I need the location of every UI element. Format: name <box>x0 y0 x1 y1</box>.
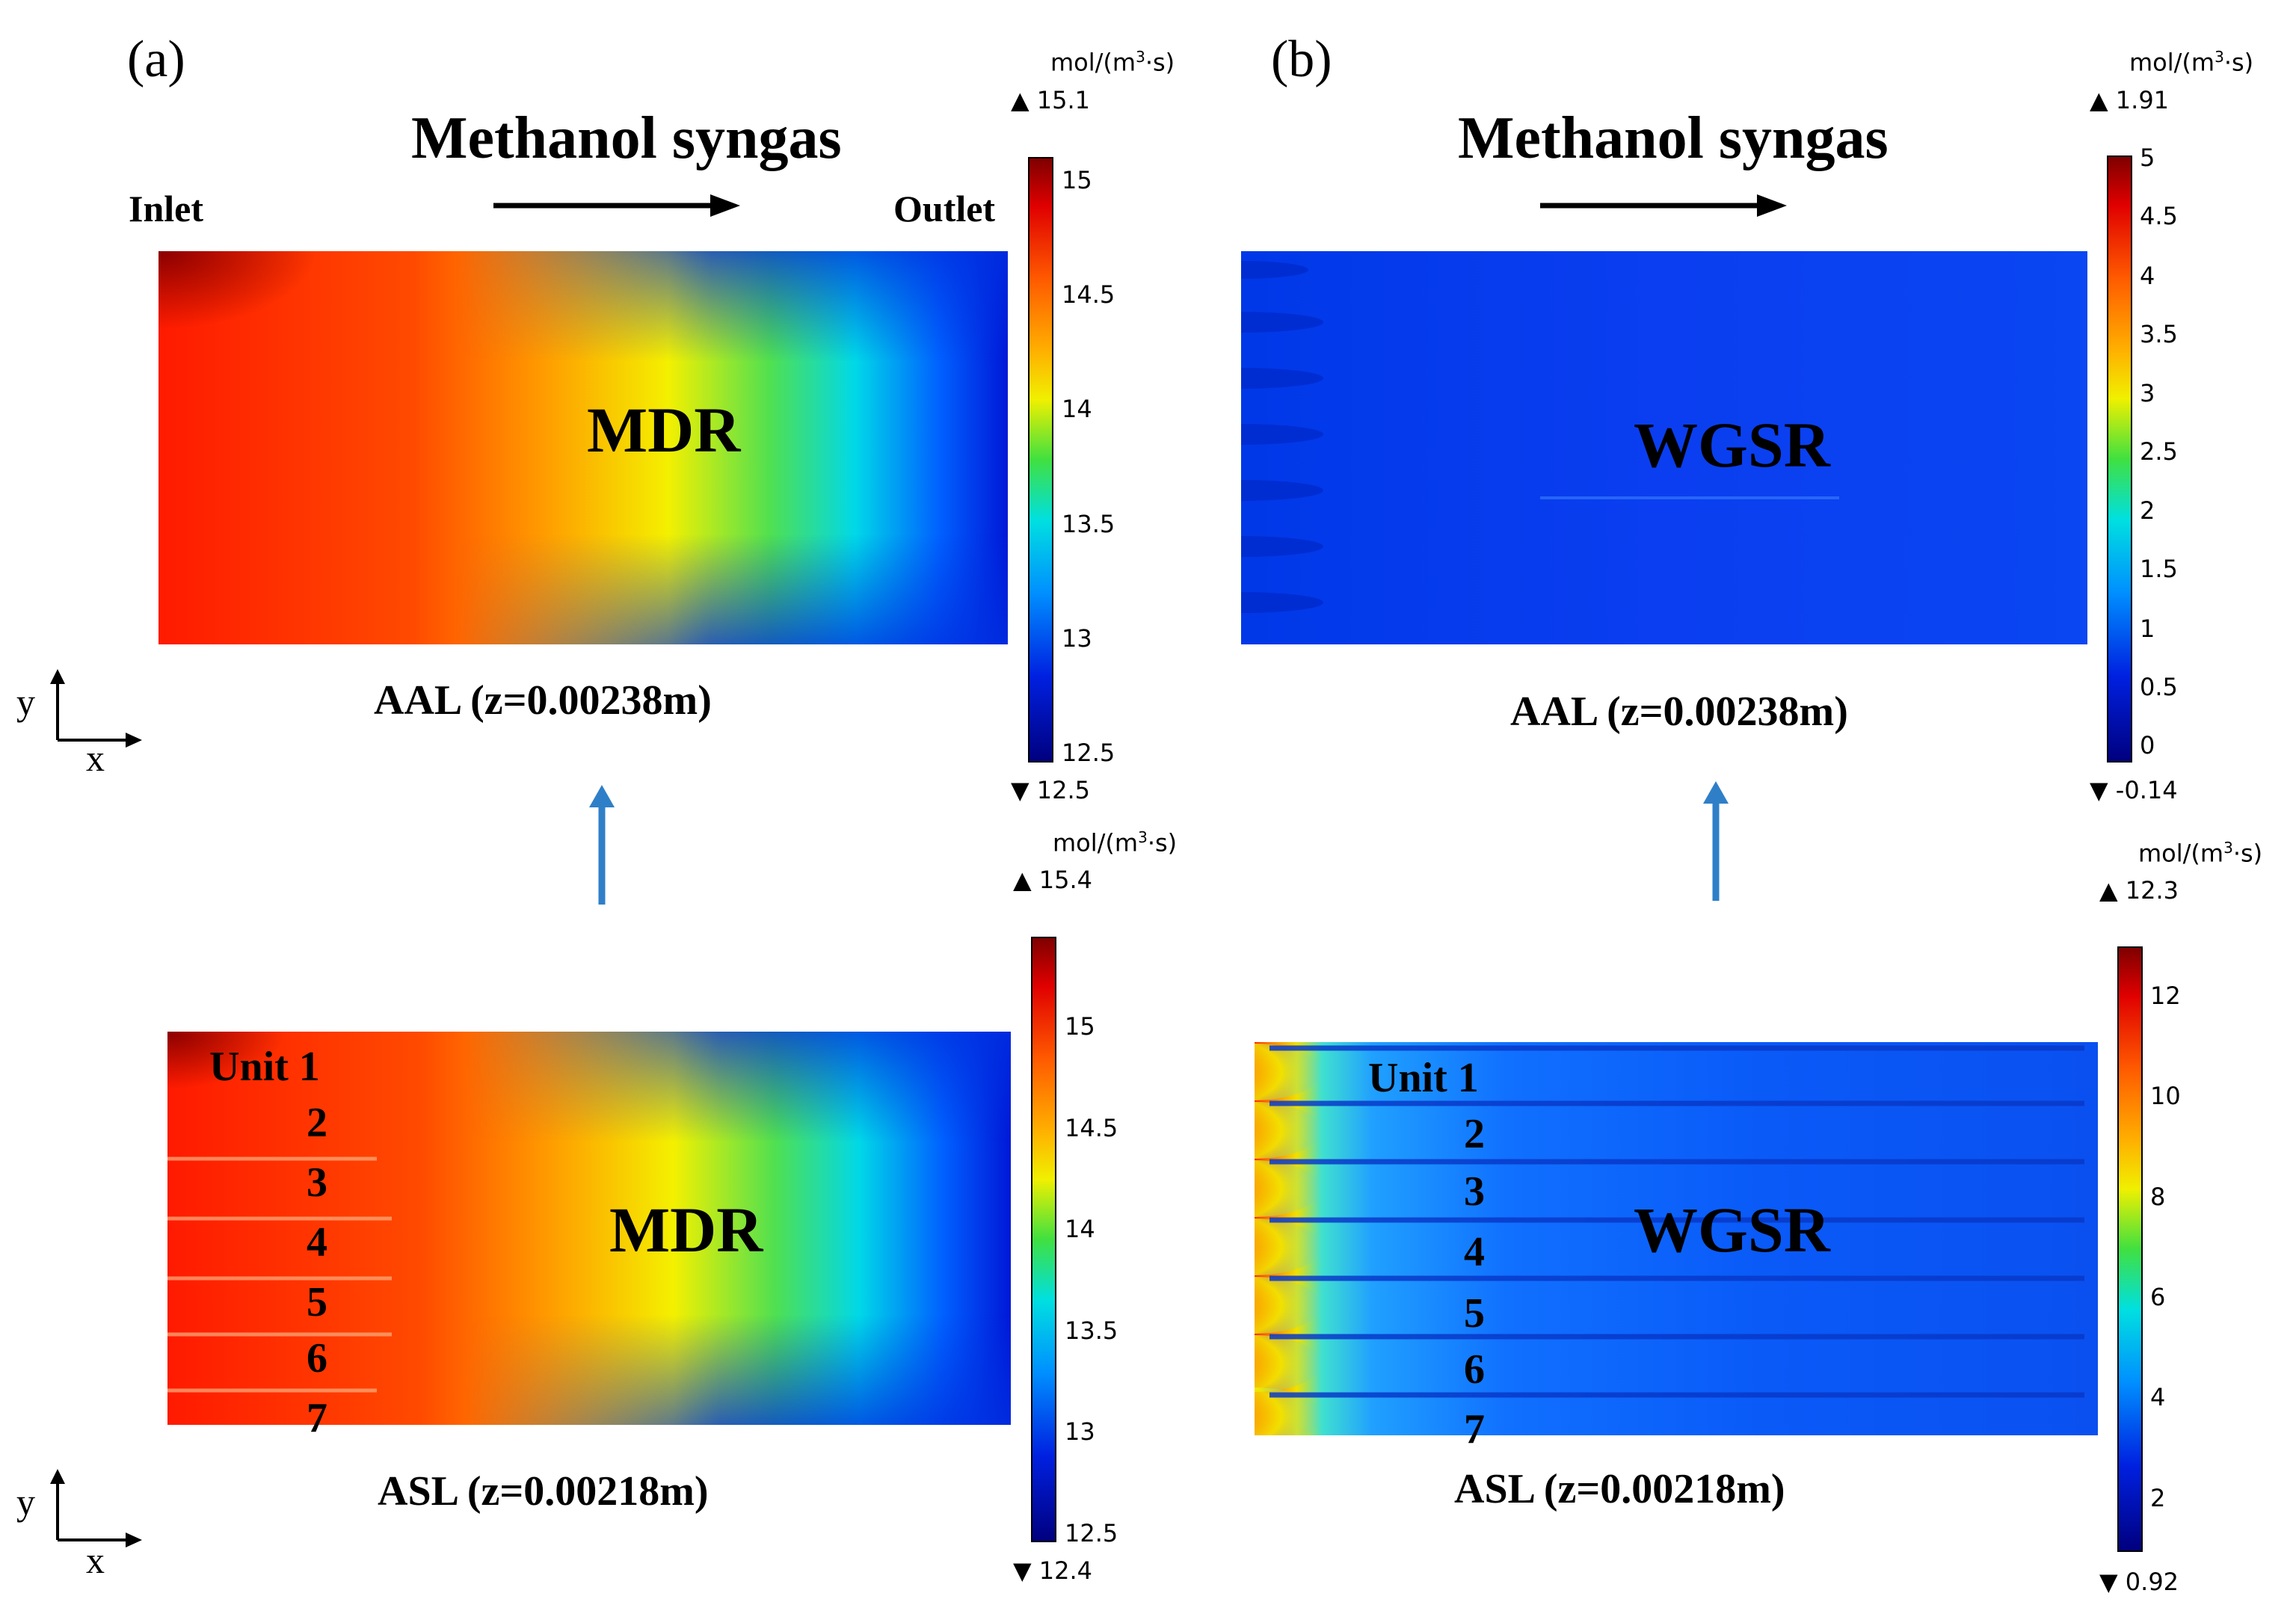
title-a: Methanol syngas <box>411 105 842 171</box>
tick: 5 <box>2140 144 2155 172</box>
colorbar-b-bottom <box>2117 946 2143 1552</box>
y-axis-label: y <box>16 1481 35 1523</box>
tick: 3 <box>2140 379 2155 407</box>
tick: 15 <box>1062 166 1092 194</box>
wgsr-aal-contour <box>1241 251 2087 644</box>
tick: 12.5 <box>1062 739 1115 767</box>
colorbar-max-a-top: ▲ 15.1 <box>1011 86 1091 114</box>
unit-label-a-4: 4 <box>307 1219 327 1266</box>
mdr-label-bottom: MDR <box>609 1194 763 1266</box>
wgsr-label-top: WGSR <box>1634 409 1830 481</box>
colorbar-max-b-bottom: ▲ 12.3 <box>2099 876 2179 905</box>
mdr-asl-contour <box>167 1032 1011 1425</box>
up-arrow-a <box>589 785 615 905</box>
flow-arrow-b <box>1540 194 1787 217</box>
tick: 1.5 <box>2140 555 2178 583</box>
tick: 13.5 <box>1062 510 1115 538</box>
colorbar-a-top <box>1028 157 1053 763</box>
flow-arrow-a <box>493 194 740 217</box>
unit-label-a-7: 7 <box>307 1395 327 1441</box>
colorbar-a-bottom <box>1031 937 1056 1542</box>
tick: 14.5 <box>1062 280 1115 309</box>
tick: 13.5 <box>1065 1316 1118 1345</box>
x-axis-label: x <box>86 737 105 779</box>
tick: 13 <box>1062 624 1092 653</box>
xy-axes-icon <box>50 669 142 748</box>
colorbar-min-b-bottom: ▼ 0.92 <box>2099 1568 2179 1596</box>
unit-label-b-3: 3 <box>1464 1168 1485 1215</box>
tick: 6 <box>2150 1283 2166 1311</box>
tick: 14.5 <box>1065 1114 1118 1142</box>
caption-aal-a: AAL (z=0.00238m) <box>374 677 712 724</box>
outlet-label: Outlet <box>893 188 996 230</box>
tick: 1 <box>2140 614 2155 643</box>
colorbar-b-top <box>2107 155 2132 763</box>
unit-label-a-2: 2 <box>307 1100 327 1146</box>
tick: 4 <box>2150 1383 2166 1411</box>
colorbar-unit-a-bottom: mol/(m3·s) <box>1053 828 1178 857</box>
tick: 2 <box>2150 1484 2166 1512</box>
tick: 0.5 <box>2140 673 2178 701</box>
inlet-label: Inlet <box>129 188 203 230</box>
caption-asl-a: ASL (z=0.00218m) <box>378 1468 709 1515</box>
up-arrow-b <box>1703 781 1729 901</box>
tick: 4 <box>2140 262 2155 290</box>
caption-aal-b: AAL (z=0.00238m) <box>1510 689 1848 735</box>
tick: 12 <box>2150 982 2181 1010</box>
x-axis-label: x <box>86 1539 105 1581</box>
unit-label-a-5: 5 <box>307 1279 327 1325</box>
wgsr-label-bottom: WGSR <box>1634 1194 1830 1266</box>
tick: 4.5 <box>2140 202 2178 230</box>
unit-label-a-1: Unit 1 <box>209 1044 320 1090</box>
xy-axes-icon <box>50 1469 142 1547</box>
tick: 2.5 <box>2140 437 2178 466</box>
unit-label-b-5: 5 <box>1464 1290 1485 1337</box>
panel-label-b: (b) <box>1271 31 1332 88</box>
colorbar-unit-a-top: mol/(m3·s) <box>1050 48 1175 77</box>
tick: 13 <box>1065 1417 1095 1446</box>
colorbar-unit-b-top: mol/(m3·s) <box>2129 48 2254 77</box>
tick: 15 <box>1065 1012 1095 1041</box>
tick: 2 <box>2140 496 2155 525</box>
unit-label-b-2: 2 <box>1464 1111 1485 1157</box>
tick: 3.5 <box>2140 320 2178 348</box>
colorbar-max-b-top: ▲ 1.91 <box>2090 86 2170 114</box>
wgsr-asl-contour <box>1255 1042 2098 1435</box>
unit-label-a-6: 6 <box>307 1335 327 1381</box>
tick: 12.5 <box>1065 1519 1118 1547</box>
unit-label-b-4: 4 <box>1464 1229 1485 1275</box>
colorbar-min-b-top: ▼ -0.14 <box>2090 776 2178 804</box>
tick: 14 <box>1062 395 1092 423</box>
unit-label-b-7: 7 <box>1464 1406 1485 1453</box>
panel-label-a: (a) <box>127 31 185 88</box>
unit-label-b-6: 6 <box>1464 1346 1485 1393</box>
colorbar-unit-b-bottom: mol/(m3·s) <box>2138 839 2263 868</box>
y-axis-label: y <box>16 681 35 723</box>
colorbar-min-a-top: ▼ 12.5 <box>1011 776 1091 804</box>
mdr-label-top: MDR <box>587 394 741 466</box>
caption-asl-b: ASL (z=0.00218m) <box>1454 1466 1785 1512</box>
unit-label-b-1: Unit 1 <box>1368 1055 1479 1101</box>
colorbar-max-a-bottom: ▲ 15.4 <box>1013 866 1093 894</box>
tick: 0 <box>2140 731 2155 760</box>
title-b: Methanol syngas <box>1458 105 1889 171</box>
colorbar-min-a-bottom: ▼ 12.4 <box>1013 1556 1093 1585</box>
tick: 8 <box>2150 1183 2166 1211</box>
tick: 14 <box>1065 1215 1095 1243</box>
unit-label-a-3: 3 <box>307 1159 327 1206</box>
tick: 10 <box>2150 1082 2181 1110</box>
mdr-aal-contour <box>158 251 1008 644</box>
